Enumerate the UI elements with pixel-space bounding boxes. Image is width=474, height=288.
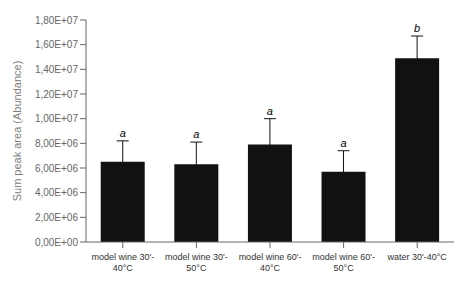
svg-text:a: a [120, 127, 126, 139]
svg-text:a: a [193, 128, 199, 140]
svg-text:water 30'-40°C: water 30'-40°C [387, 252, 448, 262]
svg-text:1,20E+07: 1,20E+07 [35, 89, 79, 100]
svg-text:6,00E+06: 6,00E+06 [35, 163, 79, 174]
svg-text:Sum peak area (Abundance): Sum peak area (Abundance) [11, 61, 23, 202]
svg-text:4,00E+06: 4,00E+06 [35, 187, 79, 198]
svg-text:1,00E+07: 1,00E+07 [35, 113, 79, 124]
svg-text:8,00E+06: 8,00E+06 [35, 138, 79, 149]
svg-text:1,80E+07: 1,80E+07 [35, 15, 79, 26]
svg-text:model wine 60'-50°C: model wine 60'-50°C [312, 252, 375, 273]
svg-text:model wine 30'-50°C: model wine 30'-50°C [165, 252, 228, 273]
svg-text:model wine 30'-40°C: model wine 30'-40°C [91, 252, 154, 273]
svg-text:1,60E+07: 1,60E+07 [35, 39, 79, 50]
svg-text:b: b [414, 22, 420, 34]
svg-text:2,00E+06: 2,00E+06 [35, 212, 79, 223]
svg-text:0,00E+00: 0,00E+00 [35, 237, 79, 248]
svg-text:model wine 60'-40°C: model wine 60'-40°C [239, 252, 302, 273]
svg-text:1,40E+07: 1,40E+07 [35, 64, 79, 75]
svg-text:a: a [267, 105, 273, 117]
svg-text:a: a [340, 137, 346, 149]
